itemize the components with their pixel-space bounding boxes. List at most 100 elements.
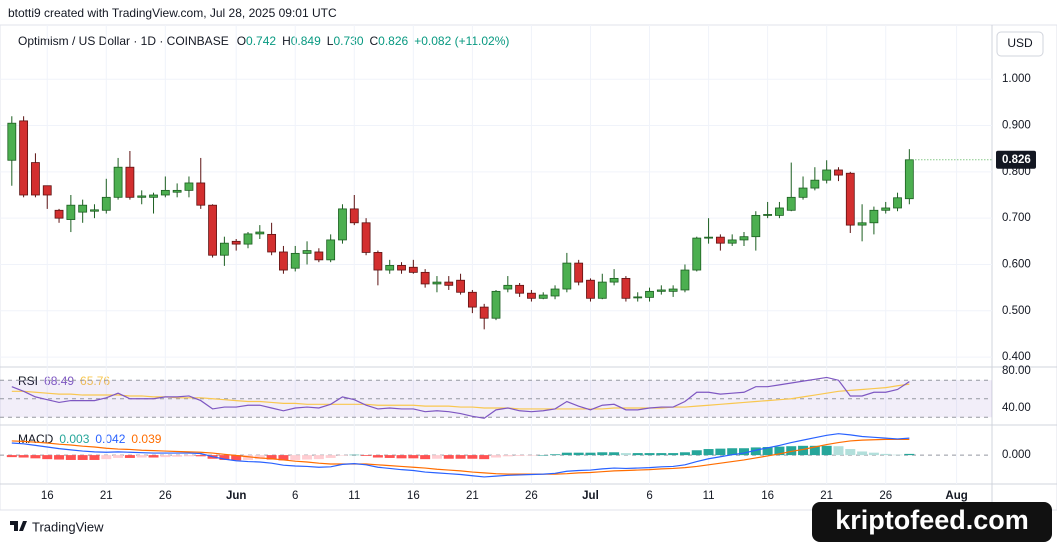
rsi-value: 68.49: [44, 374, 74, 388]
candle-body: [586, 279, 595, 299]
macd-histogram-bar: [573, 452, 584, 456]
candle-body: [574, 262, 584, 283]
macd-histogram-bar: [467, 455, 478, 459]
y-tick-label: 0.600: [1002, 259, 1031, 271]
candle-body: [231, 240, 241, 245]
candle-body: [869, 209, 879, 224]
candle-body: [267, 233, 277, 253]
candle-body: [314, 251, 324, 261]
macd-histogram-bar: [644, 453, 655, 456]
candle-body: [31, 162, 40, 196]
candle-body: [361, 222, 371, 253]
rsi-line: [11, 376, 910, 419]
macd-histogram-bar: [325, 455, 336, 458]
candle-body: [7, 122, 17, 161]
change: +0.082 (+11.02%): [414, 34, 509, 48]
y-tick-label: 0.400: [1002, 351, 1031, 363]
x-tick-label: 26: [879, 490, 892, 502]
candle-body: [78, 204, 88, 213]
candle-body: [692, 237, 702, 271]
macd-histogram-bar: [668, 453, 679, 456]
macd-histogram-bar: [455, 455, 466, 459]
candle-body: [810, 179, 820, 189]
candle-body: [680, 269, 690, 291]
macd-histogram-bar: [431, 455, 442, 459]
x-tick-label: 26: [525, 490, 538, 502]
macd-histogram-bar: [361, 455, 372, 456]
macd-histogram-bar: [6, 455, 17, 458]
macd-histogram-bar: [195, 455, 206, 457]
macd-histogram-bar: [526, 455, 537, 456]
candle-body: [845, 172, 855, 226]
x-tick-label: 16: [41, 490, 54, 502]
attribution: btotti9 created with TradingView.com, Ju…: [8, 6, 337, 20]
macd-histogram-bar: [349, 454, 360, 456]
macd-histogram-bar: [786, 446, 797, 456]
candle-body: [137, 195, 147, 198]
macd-histogram-bar: [609, 452, 620, 456]
candle-body: [775, 207, 784, 216]
macd-histogram-bar: [491, 455, 501, 458]
rsi-ma-value: 65.76: [80, 374, 110, 388]
candle-body: [420, 271, 430, 285]
candle-body: [751, 214, 761, 238]
macd-histogram-bar: [597, 452, 608, 456]
macd-histogram-bar: [408, 455, 419, 459]
candle-body: [857, 222, 867, 226]
y-tick-label: 0.800: [1002, 166, 1031, 178]
macd-histogram-bar: [514, 455, 525, 456]
ohlc-value: 0.730: [333, 34, 363, 48]
candle-body: [562, 262, 572, 290]
candle-body: [904, 159, 914, 200]
tradingview-logo: TradingView: [10, 519, 104, 534]
ohlc-value: 0.826: [378, 34, 408, 48]
macd-histogram-bar: [809, 445, 820, 456]
macd-histogram-bar: [691, 450, 702, 456]
y-tick-label: 0.500: [1002, 305, 1031, 317]
candle-body: [149, 194, 158, 198]
candle-body: [467, 291, 477, 308]
currency-button[interactable]: [996, 31, 1044, 57]
candle-body: [621, 277, 631, 299]
candle-body: [715, 236, 725, 244]
logo-text: TradingView: [32, 519, 104, 534]
macd-histogram-bar: [266, 455, 277, 460]
rsi-name: RSI: [18, 374, 38, 388]
candle-body: [196, 182, 206, 206]
macd-histogram-bar: [384, 455, 395, 458]
candle-body: [19, 120, 29, 196]
macd-histogram-bar: [136, 455, 147, 458]
macd-histogram-bar: [703, 449, 714, 456]
ohlc-label: L: [327, 34, 334, 48]
macd-histogram-bar: [833, 446, 844, 456]
ohlc-label: C: [370, 34, 379, 48]
macd-histogram-bar: [65, 455, 76, 460]
currency[interactable]: USD: [1007, 36, 1033, 50]
candle-body: [786, 196, 796, 211]
macd-histogram-bar: [620, 453, 631, 456]
x-tick-label: Aug: [945, 490, 967, 502]
macd-histogram-bar: [774, 446, 785, 456]
candle-body: [444, 281, 454, 286]
candle-body: [101, 196, 111, 211]
macd-histogram-bar: [219, 455, 230, 460]
candle-body: [456, 279, 465, 293]
logo-icon: [10, 521, 27, 531]
candle-body: [527, 292, 536, 299]
symbol-legend: Optimism / US Dollar · 1D · COINBASE O0.7…: [18, 34, 509, 48]
candle-body: [668, 288, 678, 292]
candle-body: [90, 209, 99, 212]
x-tick-label: Jun: [226, 490, 246, 502]
rsi-legend: RSI 68.49 65.76: [18, 374, 110, 388]
macd-histogram-bar: [89, 455, 100, 460]
candle-body: [385, 265, 395, 271]
candle-body: [113, 166, 123, 198]
rsi-ma-line: [11, 383, 910, 410]
candle-body: [184, 182, 194, 191]
macd-histogram-bar: [243, 455, 253, 460]
macd-histogram-bar: [632, 453, 643, 456]
candle-body: [349, 208, 359, 224]
candle-body: [326, 239, 336, 261]
